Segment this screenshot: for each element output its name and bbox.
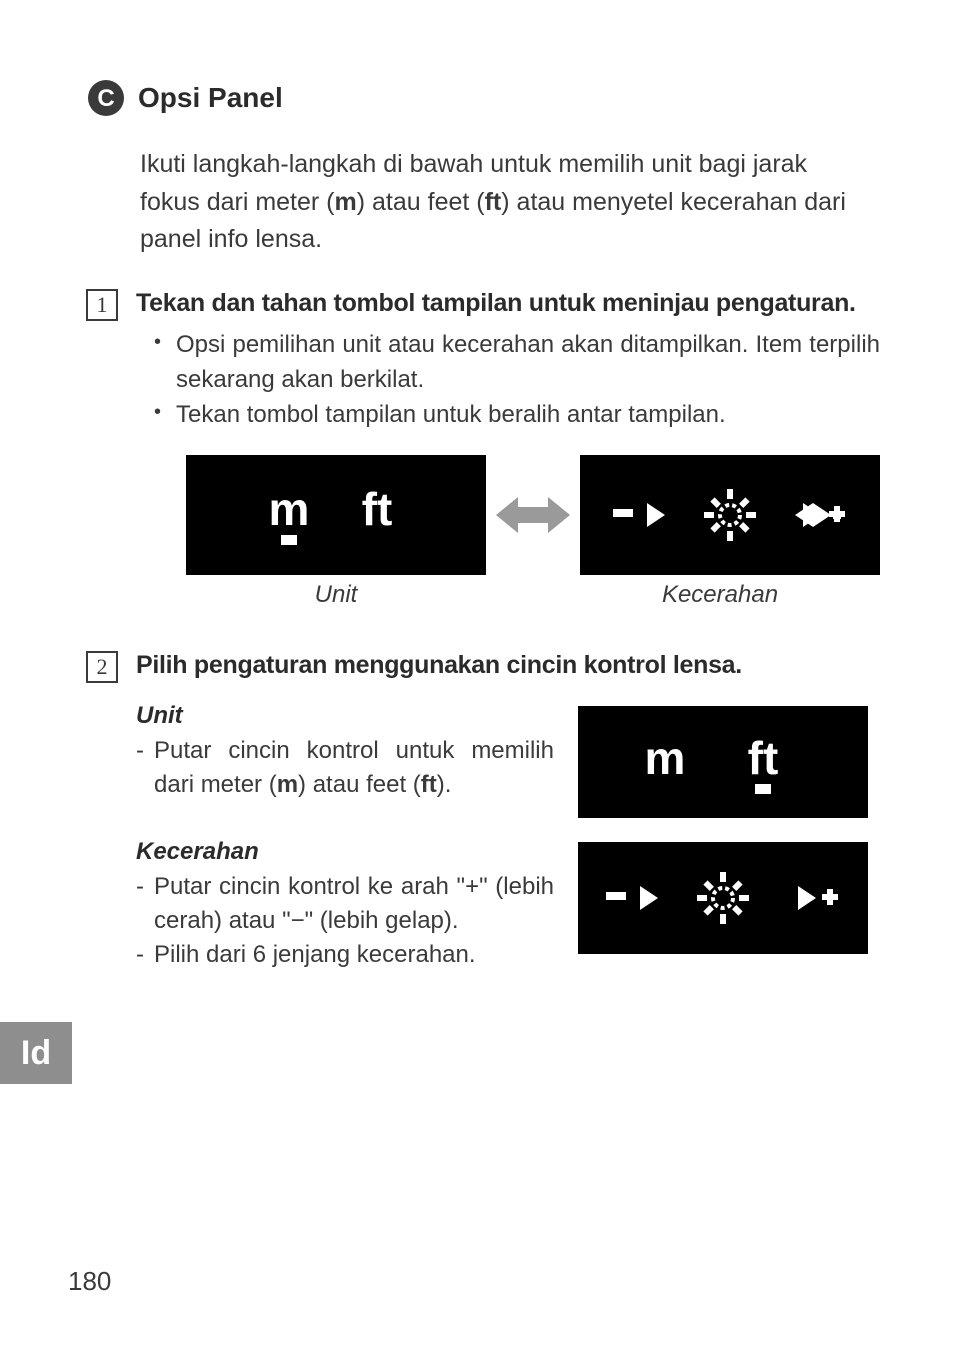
brightness-text-col: Kecerahan Putar cincin kontrol ke arah "… [136,838,554,971]
unit-item-m: m [277,771,298,798]
step-number: 1 [97,292,108,318]
unit-panel-display: m ft [186,455,486,575]
svg-text:m: m [269,483,310,535]
intro-unit-ft: ft [485,188,502,216]
unit-mini-svg: m ft [613,722,833,802]
step-1-title: Tekan dan tahan tombol tampilan untuk me… [136,287,880,321]
step-2-title: Pilih pengaturan menggunakan cincin kont… [136,649,868,683]
unit-item-post: ). [437,771,452,798]
brightness-list: Putar cincin kontrol ke arah "+" (lebih … [136,870,554,971]
step-1-body: Tekan dan tahan tombol tampilan untuk me… [136,287,880,609]
intro-paragraph: Ikuti langkah-langkah di bawah untuk mem… [140,146,868,259]
section-title: Opsi Panel [138,82,283,114]
step-number-box: 2 [86,651,118,683]
step-number: 2 [97,654,108,680]
bullet-item: Opsi pemilihan unit atau kecerahan akan … [154,328,880,398]
svg-text:ft: ft [362,483,393,535]
brightness-panel-display [580,455,880,575]
page-number: 180 [68,1266,111,1297]
step-2: 2 Pilih pengaturan menggunakan cincin ko… [86,649,868,972]
bullet-item: Tekan tombol tampilan untuk beralih anta… [154,398,880,433]
unit-panel-svg: m ft [251,475,421,555]
brightness-subblock: Kecerahan Putar cincin kontrol ke arah "… [136,838,868,971]
unit-caption: Unit [186,581,486,609]
svg-text:m: m [645,732,686,784]
step-2-body: Pilih pengaturan menggunakan cincin kont… [136,649,868,972]
brightness-heading: Kecerahan [136,838,554,866]
step-1: 1 Tekan dan tahan tombol tampilan untuk … [86,287,868,609]
panel-captions: Unit Kecerahan [186,581,880,609]
section-letter-badge: C [86,78,126,118]
brightness-panel-svg [605,475,855,555]
brightness-mini-panel [578,842,868,954]
panel-displays-row: m ft [186,455,880,575]
step-1-bullets: Opsi pemilihan unit atau kecerahan akan … [154,328,880,432]
section-header: C Opsi Panel [86,78,868,118]
brightness-list-item: Pilih dari 6 jenjang kecerahan. [136,938,554,972]
section-letter-text: C [97,85,114,112]
unit-list: Putar cincin kontrol untuk memilih dari … [136,734,554,801]
brightness-list-item: Putar cincin kontrol ke arah "+" (lebih … [136,870,554,937]
unit-list-item: Putar cincin kontrol untuk memilih dari … [136,734,554,801]
unit-heading: Unit [136,702,554,730]
language-tab: Id [0,1022,72,1084]
manual-page: C Opsi Panel Ikuti langkah-langkah di ba… [0,0,954,1345]
unit-item-ft: ft [421,771,437,798]
intro-text-2: ) atau feet ( [357,188,485,216]
unit-text-col: Unit Putar cincin kontrol untuk memilih … [136,702,554,818]
double-arrow-icon [496,485,570,545]
brightness-mini-svg [598,858,848,938]
intro-unit-m: m [335,188,357,216]
unit-mini-panel: m ft [578,706,868,818]
language-code: Id [21,1034,51,1073]
unit-subblock: Unit Putar cincin kontrol untuk memilih … [136,702,868,818]
step-number-box: 1 [86,289,118,321]
brightness-caption: Kecerahan [570,581,870,609]
svg-text:ft: ft [748,732,779,784]
unit-item-mid: ) atau feet ( [298,771,421,798]
